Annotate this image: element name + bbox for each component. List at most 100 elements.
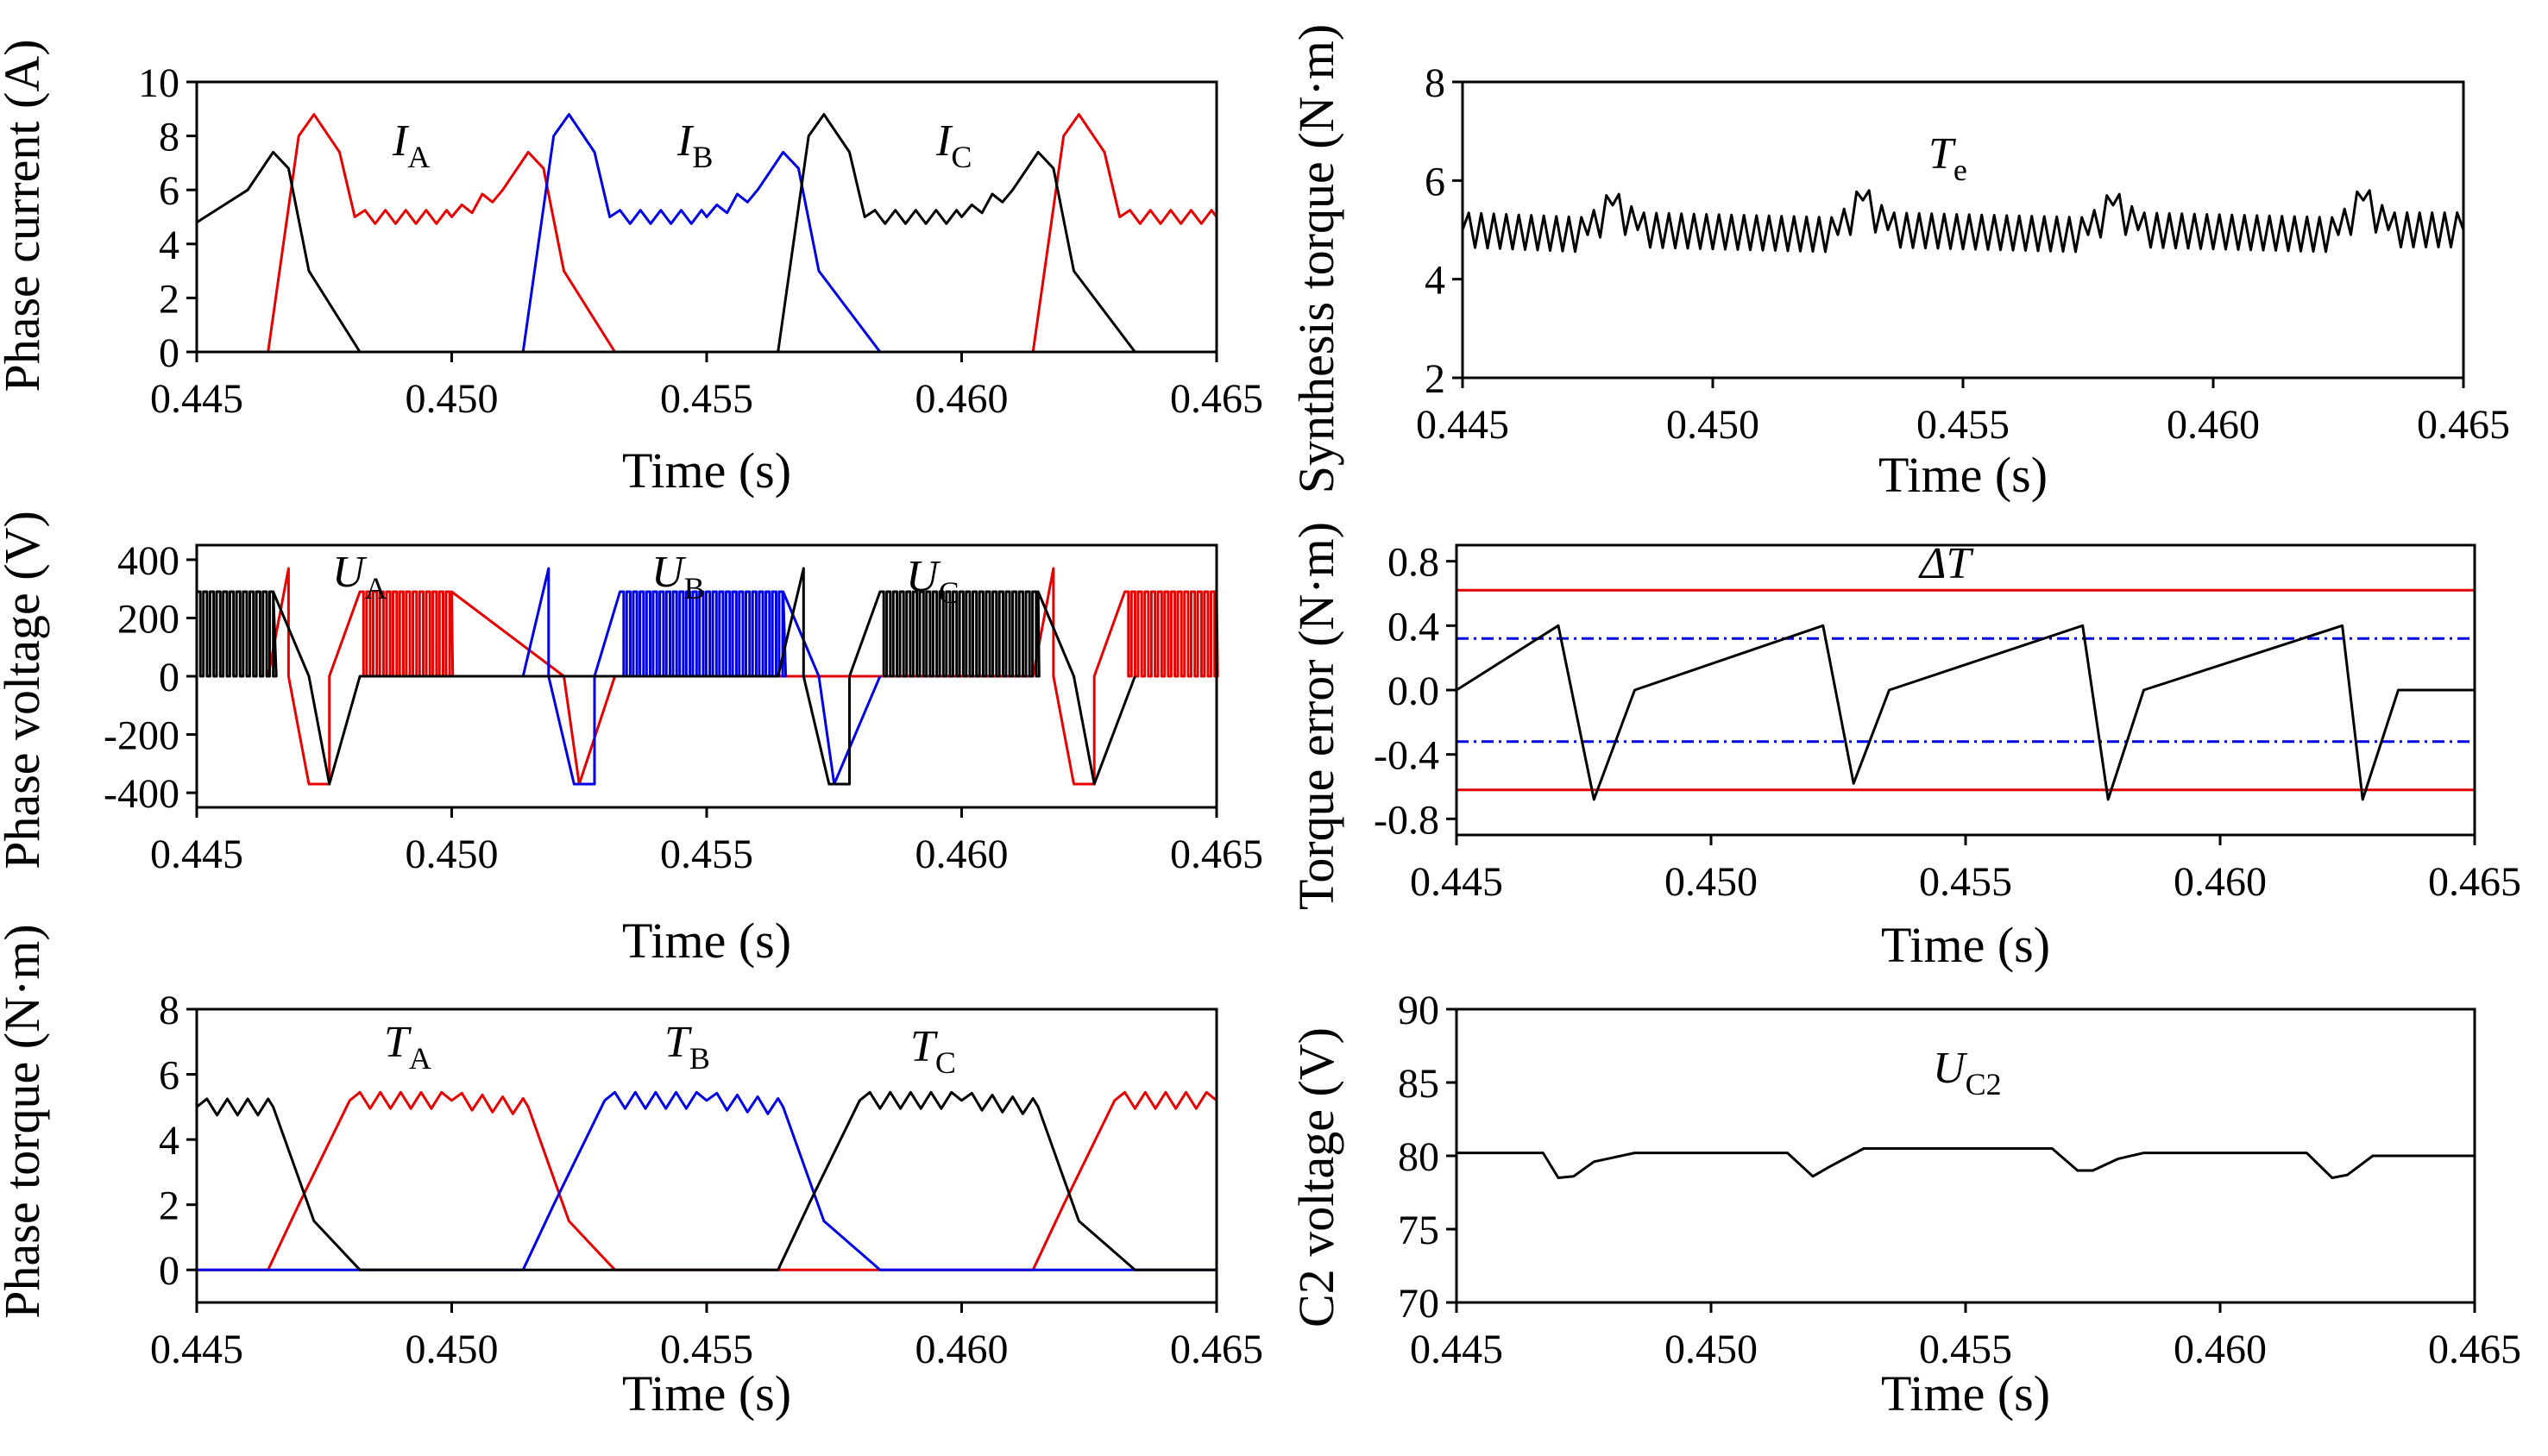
phase-torque-ytick-label-3: 6 xyxy=(159,1053,179,1099)
phase-current-xtick-label-0: 0.445 xyxy=(150,376,243,422)
c2-voltage-xtick-label-3: 0.460 xyxy=(2174,1327,2267,1372)
c2-voltage-ytick-label-4: 90 xyxy=(1398,988,1439,1033)
phase-torque-panel: 0.445 0.450 0.455 0.460 0.465 0 2 4 6 8 Time (s) Ph… xyxy=(0,924,1263,1421)
synthesis-torque-frame xyxy=(1461,80,2465,380)
synthesis-torque-xtick-label-0: 0.445 xyxy=(1416,402,1509,448)
c2-voltage-ytick-label-1: 75 xyxy=(1398,1208,1439,1253)
torque-error-xtick-label-0: 0.445 xyxy=(1410,859,1503,905)
c2-voltage-ylabel: C2 voltage (V) xyxy=(1288,1027,1344,1327)
torque-error-annotation-0: ΔT xyxy=(1918,539,1974,588)
c2-voltage-ytick-label-0: 70 xyxy=(1398,1281,1439,1327)
phase-voltage-annotation-2: UC xyxy=(906,552,959,610)
c2-voltage-xtick-label-4: 0.465 xyxy=(2428,1327,2521,1372)
synthesis-torque-ylabel: Synthesis torque (N·m) xyxy=(1288,24,1344,494)
c2-voltage-annotation-0: UC2 xyxy=(1933,1044,2002,1101)
phase-current-annotation-2: IC xyxy=(935,116,972,174)
phase-torque-xtick-label-1: 0.450 xyxy=(406,1327,499,1372)
torque-error-xtick-label-4: 0.465 xyxy=(2428,859,2521,905)
phase-voltage-ylabel: Phase voltage (V) xyxy=(0,511,50,869)
phase-current-ytick-label-0: 0 xyxy=(159,330,179,376)
phase-torque-annotation-0: TA xyxy=(384,1018,431,1076)
phase-voltage-xtick-label-1: 0.450 xyxy=(406,832,499,877)
torque-error-xtick-label-1: 0.450 xyxy=(1664,859,1758,905)
phase-torque-ytick-label-4: 8 xyxy=(159,988,179,1033)
phase-current-ytick-label-3: 6 xyxy=(159,168,179,214)
synthesis-torque-annotation-0: Te xyxy=(1928,129,1967,187)
torque-error-series-dT xyxy=(1456,624,2475,801)
phase-torque-ytick-label-0: 0 xyxy=(159,1248,179,1294)
torque-error-ylabel: Torque error (N·m) xyxy=(1288,522,1344,910)
synthesis-torque-ytick-label-3: 8 xyxy=(1425,60,1445,106)
synthesis-torque-xtick-label-4: 0.465 xyxy=(2417,402,2510,448)
phase-voltage-xtick-label-4: 0.465 xyxy=(1170,832,1263,877)
phase-torque-ytick-label-2: 4 xyxy=(159,1118,179,1164)
torque-error-ytick-label-4: 0.8 xyxy=(1387,540,1439,586)
phase-voltage-ytick-label-1: -200 xyxy=(104,713,179,759)
phase-voltage-annotation-0: UA xyxy=(332,548,387,606)
phase-torque-ylabel: Phase torque (N·m) xyxy=(0,924,50,1318)
phase-current-ylabel: Phase current (A) xyxy=(0,39,50,392)
phase-current-xtick-label-1: 0.450 xyxy=(406,376,499,422)
phase-current-annotation-1: IB xyxy=(676,116,713,174)
phase-torque-xtick-label-3: 0.460 xyxy=(915,1327,1009,1372)
phase-current-panel: 0.445 0.450 0.455 0.460 0.465 0 2 4 6 8 10 Time (s)… xyxy=(0,39,1263,499)
phase-torque-annotation-1: TB xyxy=(664,1018,710,1076)
phase-current-ytick-label-1: 2 xyxy=(159,276,179,322)
phase-voltage-ytick-label-0: -400 xyxy=(104,771,179,817)
phase-current-annotation-0: IA xyxy=(392,116,430,174)
torque-error-xtick-label-3: 0.460 xyxy=(2174,859,2267,905)
phase-voltage-series-UB xyxy=(521,567,882,786)
phase-voltage-xtick-label-2: 0.455 xyxy=(660,832,753,877)
torque-error-ytick-label-0: -0.8 xyxy=(1374,797,1439,843)
phase-voltage-xlabel: Time (s) xyxy=(622,913,791,969)
phase-torque-series-TC xyxy=(196,1090,1217,1271)
c2-voltage-xtick-label-0: 0.445 xyxy=(1410,1327,1503,1372)
phase-current-ytick-label-2: 4 xyxy=(159,223,179,268)
phase-torque-annotation-2: TC xyxy=(910,1022,956,1080)
torque-error-ytick-label-1: -0.4 xyxy=(1374,733,1439,779)
torque-error-ytick-label-3: 0.4 xyxy=(1387,604,1439,650)
c2-voltage-frame xyxy=(1455,1007,2476,1304)
phase-voltage-ytick-label-2: 0 xyxy=(159,655,179,700)
torque-error-xtick-label-2: 0.455 xyxy=(1919,859,2012,905)
phase-torque-xtick-label-4: 0.465 xyxy=(1170,1327,1263,1372)
synthesis-torque-xtick-label-3: 0.460 xyxy=(2167,402,2260,448)
synthesis-torque-panel: 0.445 0.450 0.455 0.460 0.465 2 4 6 8 Time (s) Syn… xyxy=(1288,24,2510,503)
torque-error-xlabel: Time (s) xyxy=(1881,917,2050,973)
torque-error-ytick-label-2: 0.0 xyxy=(1387,668,1439,714)
phase-current-xlabel: Time (s) xyxy=(622,442,791,499)
synthesis-torque-xtick-label-2: 0.455 xyxy=(1916,402,2010,448)
c2-voltage-xlabel: Time (s) xyxy=(1881,1365,2050,1421)
torque-error-panel: 0.445 0.450 0.455 0.460 0.465 -0.8 -0.4 0.0 0.4 0… xyxy=(1288,522,2521,973)
phase-current-ytick-label-5: 10 xyxy=(138,60,179,106)
phase-current-series-IA xyxy=(197,113,1218,354)
c2-voltage-panel: 0.445 0.450 0.455 0.460 0.465 70 75 80 85 90 Time … xyxy=(1288,988,2521,1421)
c2-voltage-xtick-label-1: 0.450 xyxy=(1664,1327,1758,1372)
synthesis-torque-xlabel: Time (s) xyxy=(1878,447,2048,503)
c2-voltage-xtick-label-2: 0.455 xyxy=(1919,1327,2012,1372)
phase-torque-series-TA xyxy=(197,1090,1217,1271)
synthesis-torque-series-Te xyxy=(1461,189,2465,254)
synthesis-torque-ytick-label-1: 4 xyxy=(1425,258,1445,304)
torque-error-frame xyxy=(1455,543,2476,837)
phase-current-xtick-label-2: 0.455 xyxy=(660,376,753,422)
c2-voltage-ytick-label-2: 80 xyxy=(1398,1134,1439,1180)
phase-current-xtick-label-3: 0.460 xyxy=(915,376,1009,422)
phase-torque-series-TB xyxy=(197,1090,1217,1271)
phase-voltage-panel: 0.445 0.450 0.455 0.460 0.465 -400 -200 0 200 400… xyxy=(0,511,1263,969)
phase-voltage-annotation-1: UB xyxy=(651,548,705,606)
phase-voltage-xtick-label-3: 0.460 xyxy=(915,832,1009,877)
phase-current-ytick-label-4: 8 xyxy=(159,115,179,160)
phase-torque-ytick-label-1: 2 xyxy=(159,1183,179,1229)
synthesis-torque-xtick-label-1: 0.450 xyxy=(1666,402,1759,448)
c2-voltage-ytick-label-3: 85 xyxy=(1398,1061,1439,1107)
phase-torque-xtick-label-2: 0.455 xyxy=(660,1327,753,1372)
phase-current-xtick-label-4: 0.465 xyxy=(1170,376,1263,422)
phase-current-series-IB xyxy=(197,113,1217,354)
phase-voltage-ytick-label-3: 200 xyxy=(117,596,179,642)
synthesis-torque-ytick-label-0: 2 xyxy=(1425,356,1445,402)
synthesis-torque-ytick-label-2: 6 xyxy=(1425,159,1445,204)
phase-voltage-series-UC xyxy=(197,567,1136,786)
phase-torque-xtick-label-0: 0.445 xyxy=(150,1327,243,1372)
